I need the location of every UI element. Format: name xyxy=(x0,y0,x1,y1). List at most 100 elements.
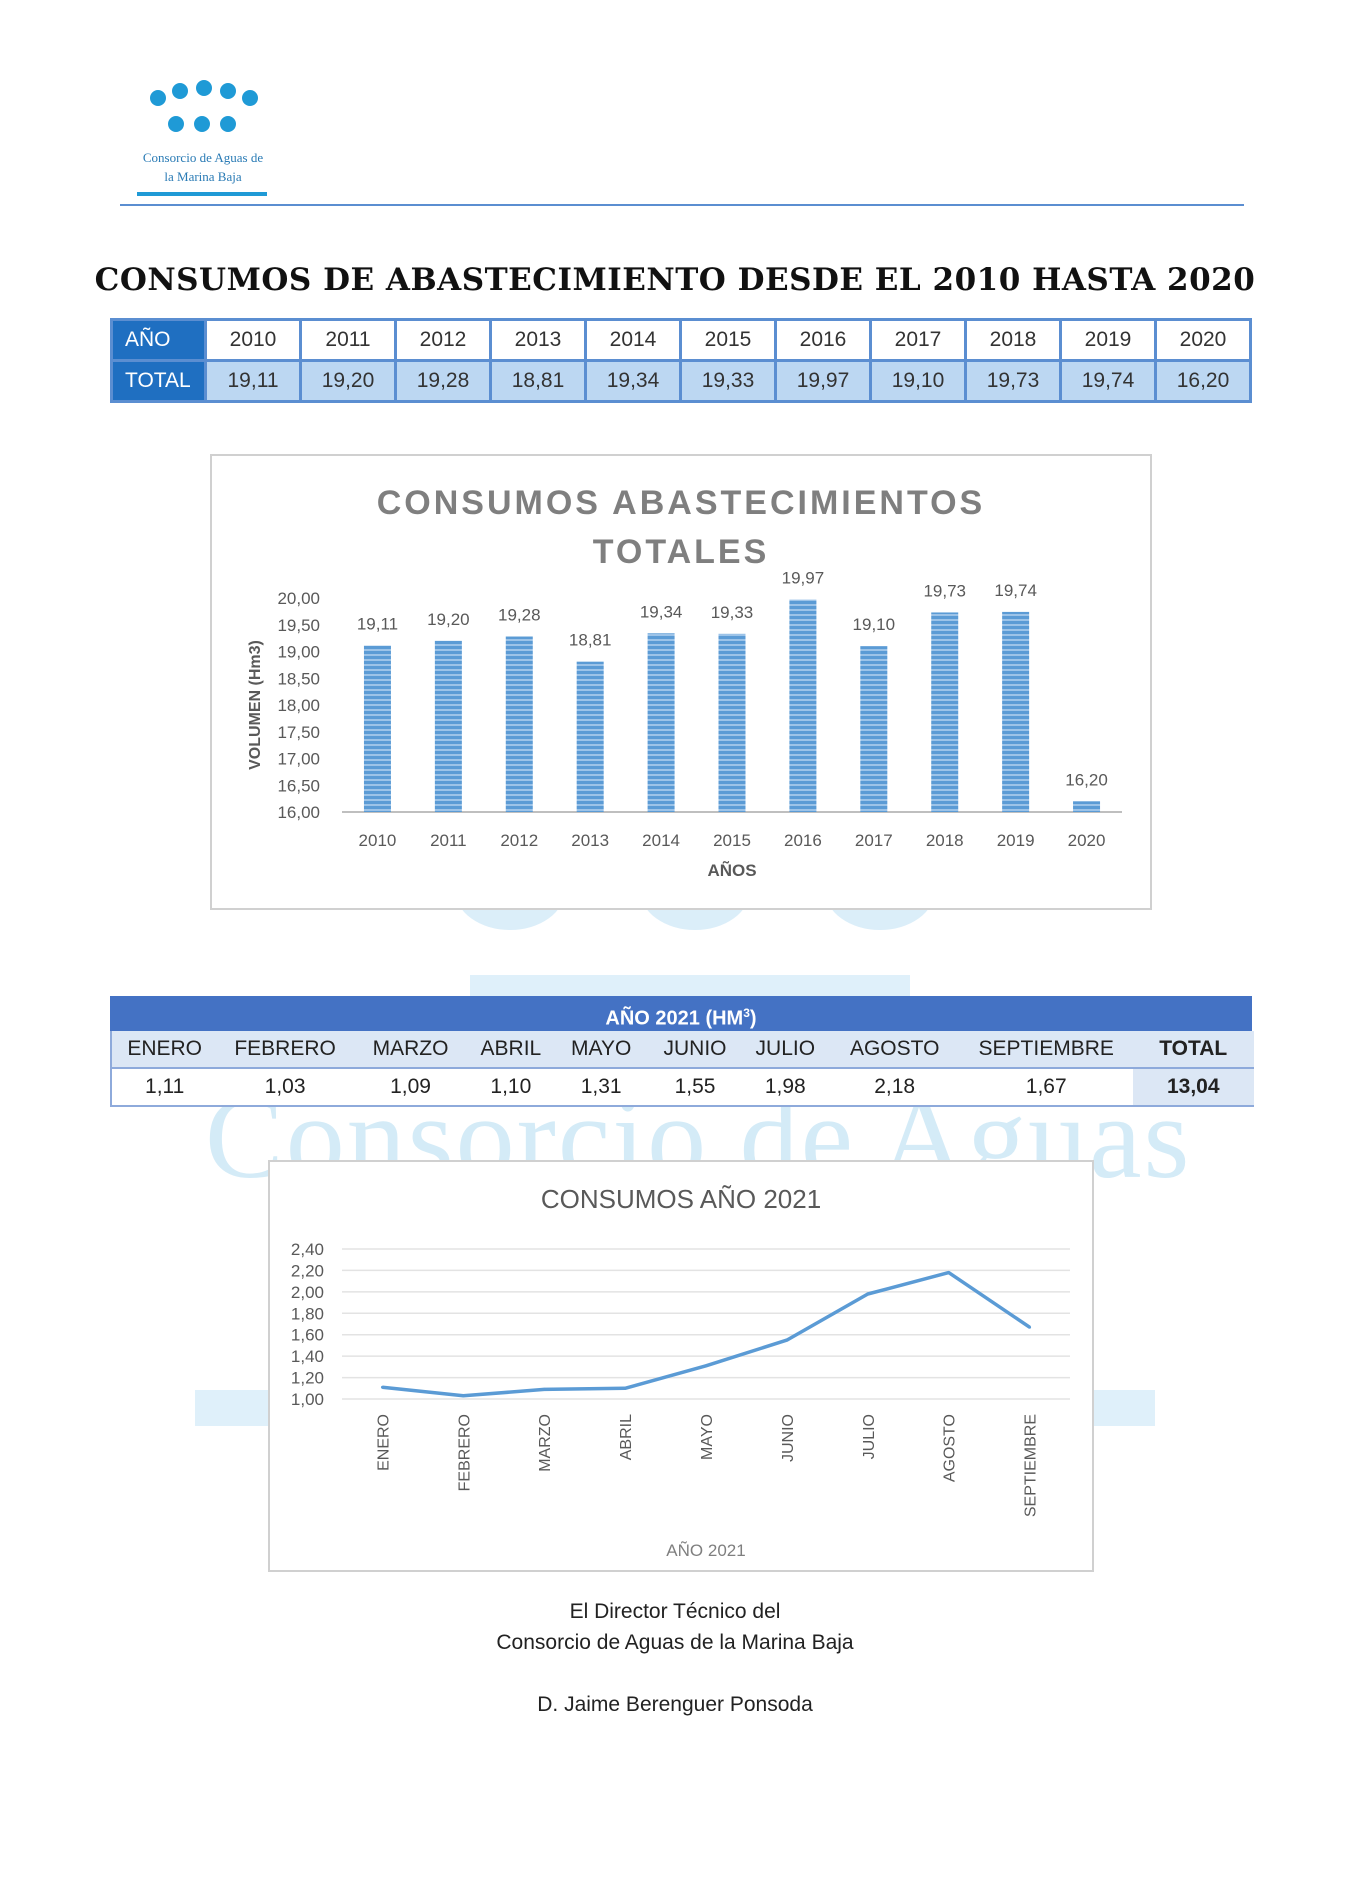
x-tick-label: ABRIL xyxy=(618,1414,635,1460)
table-2021-title: AÑO 2021 (HM3) xyxy=(110,996,1252,1031)
total-cell: 19,10 xyxy=(869,359,967,403)
total-cell: 18,81 xyxy=(489,359,587,403)
x-tick-label: 2014 xyxy=(642,831,680,850)
x-tick-label: 2019 xyxy=(997,831,1035,850)
data-point xyxy=(947,1271,951,1275)
data-point xyxy=(704,1364,708,1368)
bar xyxy=(789,599,817,812)
x-tick-label: 2010 xyxy=(359,831,397,850)
month-value: 1,11 xyxy=(112,1068,218,1107)
bar-value-label: 18,81 xyxy=(569,631,612,650)
chart-title-line-1: CONSUMOS ABASTECIMIENTOS xyxy=(377,484,985,522)
y-tick-label: 20,00 xyxy=(277,589,320,608)
y-tick-label: 1,60 xyxy=(291,1326,324,1345)
y-tick-label: 2,40 xyxy=(291,1240,324,1259)
year-cell: 2018 xyxy=(964,318,1062,362)
month-value: 1,67 xyxy=(959,1068,1133,1107)
month-value: 2,18 xyxy=(829,1068,960,1107)
bar xyxy=(505,636,533,812)
year-cell: 2010 xyxy=(204,318,302,362)
year-cell: 2016 xyxy=(774,318,872,362)
month-header: MAYO xyxy=(553,1031,649,1069)
page-title: CONSUMOS DE ABASTECIMIENTO DESDE EL 2010… xyxy=(94,262,1256,298)
total-header: TOTAL xyxy=(1132,1031,1254,1069)
bar xyxy=(860,646,888,812)
row-label-year: AÑO xyxy=(110,318,207,362)
total-cell: 19,33 xyxy=(679,359,777,403)
month-header: ENERO xyxy=(112,1031,218,1069)
total-cell: 19,34 xyxy=(584,359,682,403)
month-value: 1,55 xyxy=(648,1068,742,1107)
line-chart-title: CONSUMOS AÑO 2021 xyxy=(541,1184,821,1214)
month-header: JULIO xyxy=(741,1031,830,1069)
total-cell: 19,28 xyxy=(394,359,492,403)
bar xyxy=(576,661,604,812)
x-tick-label: AGOSTO xyxy=(942,1414,959,1482)
month-value: 1,10 xyxy=(468,1068,554,1107)
x-axis-title: AÑO 2021 xyxy=(666,1541,745,1560)
total-cell: 19,20 xyxy=(299,359,397,403)
x-tick-label: ENERO xyxy=(375,1414,392,1471)
bar-value-label: 19,73 xyxy=(923,581,966,600)
y-tick-label: 16,00 xyxy=(277,803,320,822)
month-header: FEBRERO xyxy=(217,1031,353,1069)
year-cell: 2020 xyxy=(1154,318,1252,362)
x-tick-label: 2017 xyxy=(855,831,893,850)
signature-name: D. Jaime Berenguer Ponsoda xyxy=(537,1693,813,1716)
logo-text: Consorcio de Aguas de la Marina Baja xyxy=(142,150,264,184)
y-tick-label: 1,80 xyxy=(291,1304,324,1323)
signature-title-2: Consorcio de Aguas de la Marina Baja xyxy=(496,1631,854,1654)
data-point xyxy=(461,1394,465,1398)
x-tick-label: 2016 xyxy=(784,831,822,850)
month-header: AGOSTO xyxy=(829,1031,960,1069)
y-tick-label: 16,50 xyxy=(277,776,320,795)
bar-value-label: 19,74 xyxy=(994,581,1037,600)
x-tick-label: FEBRERO xyxy=(456,1414,473,1491)
y-tick-label: 2,20 xyxy=(291,1261,324,1280)
x-tick-label: 2011 xyxy=(430,831,467,850)
total-cell: 16,20 xyxy=(1154,359,1252,403)
x-tick-label: MAYO xyxy=(699,1414,716,1460)
bar xyxy=(363,645,391,812)
year-cell: 2014 xyxy=(584,318,682,362)
y-tick-label: 17,00 xyxy=(277,750,320,769)
data-point xyxy=(542,1387,546,1391)
y-tick-label: 17,50 xyxy=(277,723,320,742)
year-cell: 2015 xyxy=(679,318,777,362)
x-tick-label: 2015 xyxy=(713,831,751,850)
total-cell: 19,97 xyxy=(774,359,872,403)
bar-value-label: 19,20 xyxy=(427,610,470,629)
x-tick-label: MARZO xyxy=(537,1414,554,1472)
header-divider xyxy=(120,204,1244,206)
month-value: 1,31 xyxy=(553,1068,649,1107)
data-point xyxy=(380,1385,384,1389)
month-value: 1,09 xyxy=(352,1068,469,1107)
bar-value-label: 19,97 xyxy=(782,569,825,588)
month-header: SEPTIEMBRE xyxy=(959,1031,1133,1069)
bar-value-label: 19,10 xyxy=(853,615,896,634)
x-tick-label: 2018 xyxy=(926,831,964,850)
x-tick-label: JULIO xyxy=(861,1414,878,1459)
y-tick-label: 18,50 xyxy=(277,669,320,688)
line-chart: CONSUMOS AÑO 2021 1,00 1,20 1,40 1,60 1,80 2,0… xyxy=(291,1184,1070,1560)
year-cell: 2011 xyxy=(299,318,397,362)
x-tick-label: 2012 xyxy=(500,831,538,850)
y-tick-label: 2,00 xyxy=(291,1283,324,1302)
signature-title-1: El Director Técnico del xyxy=(569,1600,781,1623)
month-header: ABRIL xyxy=(468,1031,554,1069)
month-value: 1,03 xyxy=(217,1068,353,1107)
x-tick-label: 2013 xyxy=(571,831,609,850)
x-axis-title: AÑOS xyxy=(707,860,756,880)
bar-value-label: 16,20 xyxy=(1065,770,1108,789)
y-tick-label: 19,50 xyxy=(277,616,320,635)
bar xyxy=(931,612,959,812)
year-cell: 2017 xyxy=(869,318,967,362)
month-header: MARZO xyxy=(352,1031,469,1069)
total-cell: 19,74 xyxy=(1059,359,1157,403)
month-header: JUNIO xyxy=(648,1031,742,1069)
bar xyxy=(647,633,675,812)
annual-consumption-table: AÑO 2010 2011 2012 2013 2014 2015 2016 2017 2018… xyxy=(110,318,1252,403)
x-tick-label: SEPTIEMBRE xyxy=(1023,1414,1040,1517)
bar-chart: CONSUMOS ABASTECIMIENTOS TOTALES 16,00 16,5… xyxy=(247,484,1122,880)
y-tick-label: 18,00 xyxy=(277,696,320,715)
